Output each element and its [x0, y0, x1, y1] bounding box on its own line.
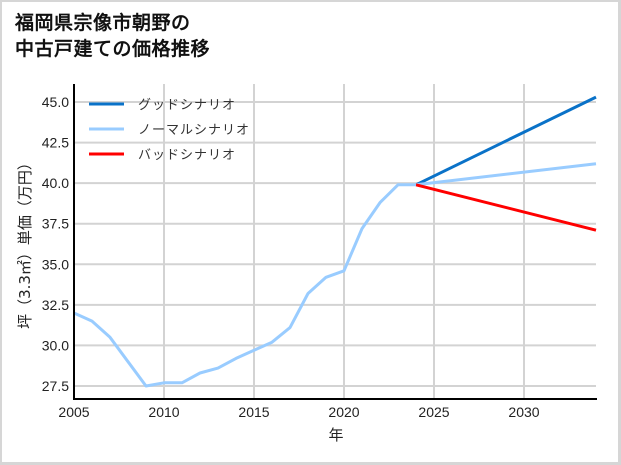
legend-label: ノーマルシナリオ: [138, 123, 250, 138]
x-tick-label: 2010: [148, 404, 179, 420]
y-tick-label: 42.5: [42, 135, 69, 151]
y-tick-label: 37.5: [42, 216, 69, 232]
y-tick-label: 40.0: [42, 175, 69, 191]
x-tick-label: 2030: [508, 404, 539, 420]
legend-label: グッドシナリオ: [138, 98, 236, 113]
y-tick-label: 30.0: [42, 337, 69, 353]
series-line-good: [415, 95, 597, 187]
x-tick-label: 2020: [328, 404, 359, 420]
y-axis-label: 坪（3.3㎡）単価（万円）: [16, 155, 34, 329]
data-series: [73, 95, 597, 388]
x-tick-label: 2005: [58, 404, 89, 420]
series-line-normal: [415, 162, 597, 187]
series-line-historical: [73, 183, 416, 388]
y-tick-label: 32.5: [42, 297, 69, 313]
x-tick-labels: 2005 2010 2015 2020 2025 2030: [58, 404, 539, 420]
x-axis-label: 年: [328, 426, 343, 444]
axes: [73, 84, 597, 400]
y-tick-label: 35.0: [42, 256, 69, 272]
x-tick-label: 2025: [418, 404, 449, 420]
legend-item: グッドシナリオ: [89, 98, 236, 113]
legend-item: バッドシナリオ: [89, 148, 236, 163]
legend-item: ノーマルシナリオ: [89, 123, 250, 138]
y-tick-label: 27.5: [42, 378, 69, 394]
chart-title: 福岡県宗像市朝野の 中古戸建ての価格推移: [15, 12, 211, 60]
x-tick-label: 2015: [238, 404, 269, 420]
y-tick-labels: 27.5 30.0 32.5 35.0 37.5 40.0 42.5 45.0: [42, 94, 69, 394]
series-line-bad: [415, 183, 597, 232]
legend-label: バッドシナリオ: [138, 148, 236, 163]
y-tick-label: 45.0: [42, 94, 69, 110]
